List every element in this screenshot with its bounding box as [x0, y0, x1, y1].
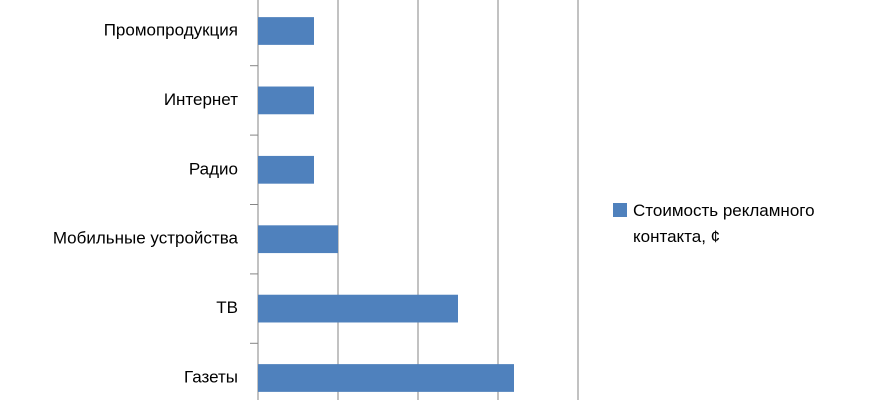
legend-label: Стоимость рекламного контакта, ¢	[633, 201, 815, 246]
y-tick-label: Газеты	[184, 367, 238, 386]
bar	[258, 86, 314, 115]
bar	[258, 225, 338, 254]
bar	[258, 364, 514, 392]
y-tick-label: Радио	[189, 159, 238, 178]
y-tick-label: Интернет	[164, 90, 238, 109]
y-tick-label: Промопродукция	[104, 20, 238, 39]
y-tick-label: Мобильные устройства	[53, 229, 239, 248]
bar	[258, 155, 314, 184]
legend: Стоимость рекламного контакта, ¢	[613, 198, 863, 250]
bar	[258, 294, 458, 323]
legend-swatch	[613, 203, 627, 217]
y-tick-label: ТВ	[216, 298, 238, 317]
bar	[258, 17, 314, 45]
